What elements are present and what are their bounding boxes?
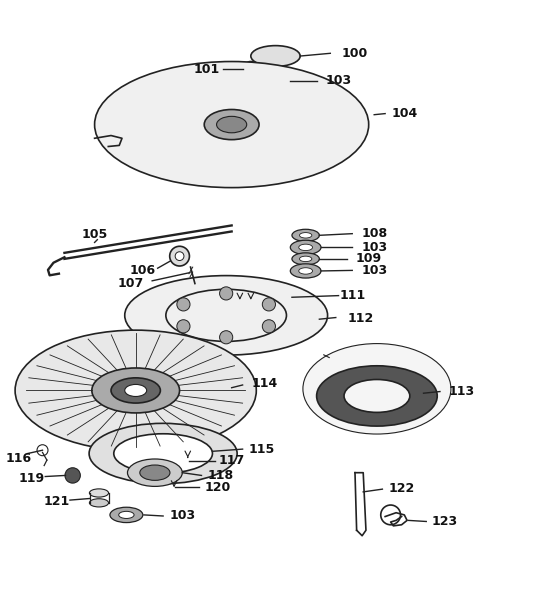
Ellipse shape xyxy=(292,253,320,265)
Circle shape xyxy=(177,320,190,333)
Ellipse shape xyxy=(95,62,369,188)
Ellipse shape xyxy=(92,368,180,413)
Ellipse shape xyxy=(125,275,328,355)
Ellipse shape xyxy=(290,240,321,254)
Ellipse shape xyxy=(89,499,109,507)
Circle shape xyxy=(262,298,276,311)
Ellipse shape xyxy=(303,344,451,434)
Text: 101: 101 xyxy=(194,62,220,76)
Text: 118: 118 xyxy=(208,469,234,482)
Ellipse shape xyxy=(204,109,259,140)
Text: 103: 103 xyxy=(326,74,352,87)
Text: 116: 116 xyxy=(6,452,32,466)
Ellipse shape xyxy=(256,73,290,89)
Text: 120: 120 xyxy=(205,481,231,494)
Ellipse shape xyxy=(299,244,312,251)
Ellipse shape xyxy=(127,459,182,487)
Ellipse shape xyxy=(251,46,300,67)
Text: 103: 103 xyxy=(361,241,387,254)
Ellipse shape xyxy=(15,330,256,451)
Circle shape xyxy=(177,298,190,311)
Ellipse shape xyxy=(110,507,143,523)
Ellipse shape xyxy=(111,378,160,403)
Text: 113: 113 xyxy=(449,385,475,398)
Text: 121: 121 xyxy=(43,495,69,508)
Ellipse shape xyxy=(290,264,321,278)
Ellipse shape xyxy=(89,424,237,484)
Text: 122: 122 xyxy=(388,482,415,494)
Circle shape xyxy=(37,445,48,455)
Circle shape xyxy=(175,252,184,260)
Circle shape xyxy=(243,62,258,77)
Circle shape xyxy=(262,320,276,333)
Text: 109: 109 xyxy=(355,253,382,265)
Text: 112: 112 xyxy=(347,311,374,325)
Text: 114: 114 xyxy=(251,377,278,391)
Ellipse shape xyxy=(344,379,410,412)
Text: 115: 115 xyxy=(249,443,275,455)
Text: 111: 111 xyxy=(339,289,365,302)
Ellipse shape xyxy=(299,268,312,274)
Text: 103: 103 xyxy=(169,509,196,523)
Ellipse shape xyxy=(140,465,170,481)
Ellipse shape xyxy=(265,77,280,85)
Text: 106: 106 xyxy=(130,265,156,277)
Ellipse shape xyxy=(114,434,213,473)
Circle shape xyxy=(220,287,233,300)
Text: 108: 108 xyxy=(361,227,387,240)
Ellipse shape xyxy=(317,366,437,426)
Ellipse shape xyxy=(292,229,320,241)
Text: 103: 103 xyxy=(361,264,387,277)
Text: 117: 117 xyxy=(219,454,245,467)
Ellipse shape xyxy=(118,511,134,518)
Ellipse shape xyxy=(300,233,312,238)
Text: 105: 105 xyxy=(82,228,107,241)
Ellipse shape xyxy=(217,116,247,133)
Circle shape xyxy=(170,246,190,266)
Text: 107: 107 xyxy=(117,277,143,290)
Ellipse shape xyxy=(125,385,147,397)
Circle shape xyxy=(220,331,233,344)
Circle shape xyxy=(65,468,80,483)
Text: 119: 119 xyxy=(19,472,45,485)
Text: 104: 104 xyxy=(391,107,418,120)
Text: 100: 100 xyxy=(342,47,368,60)
Text: 123: 123 xyxy=(431,515,457,528)
Ellipse shape xyxy=(300,256,312,262)
Ellipse shape xyxy=(89,489,109,497)
